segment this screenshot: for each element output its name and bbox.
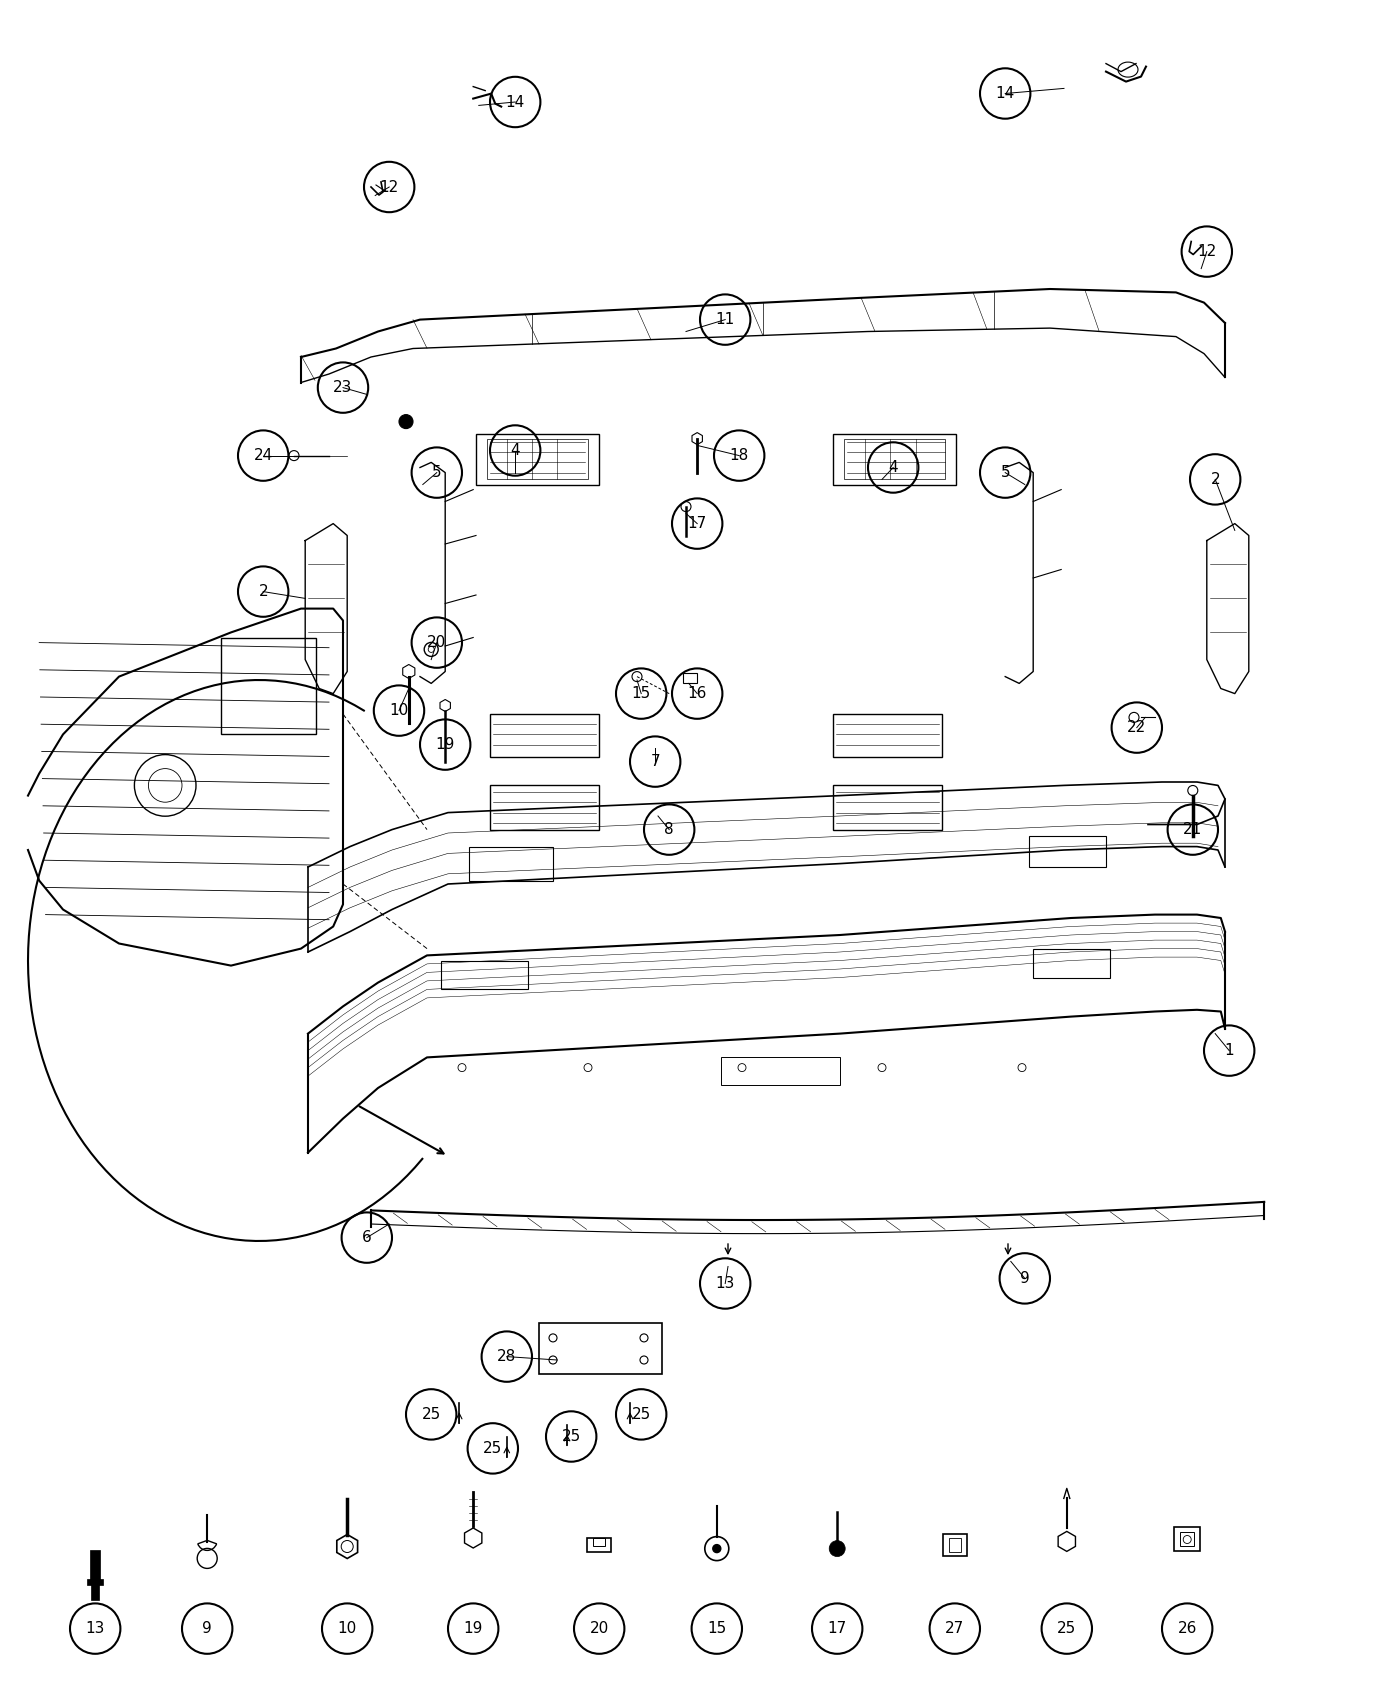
Text: 25: 25 <box>1057 1622 1077 1635</box>
Text: 25: 25 <box>421 1408 441 1421</box>
Text: 19: 19 <box>463 1622 483 1635</box>
Text: 20: 20 <box>589 1622 609 1635</box>
Bar <box>487 439 588 479</box>
Bar <box>942 1533 967 1556</box>
Circle shape <box>829 1540 846 1557</box>
Bar <box>683 673 697 683</box>
Bar <box>90 1550 101 1581</box>
Text: 4: 4 <box>511 444 519 457</box>
Bar <box>469 847 553 881</box>
Bar <box>1175 1527 1200 1550</box>
Text: 23: 23 <box>333 381 353 394</box>
Bar <box>833 785 942 830</box>
Text: 7: 7 <box>651 755 659 768</box>
Text: 25: 25 <box>483 1442 503 1455</box>
Text: 5: 5 <box>1001 466 1009 479</box>
Bar <box>476 434 599 484</box>
Bar <box>221 638 316 734</box>
Text: 13: 13 <box>715 1277 735 1290</box>
Bar <box>844 439 945 479</box>
Text: 21: 21 <box>1183 823 1203 836</box>
Text: 19: 19 <box>435 738 455 751</box>
Text: 22: 22 <box>1127 721 1147 734</box>
Text: 10: 10 <box>337 1622 357 1635</box>
Text: 12: 12 <box>1197 245 1217 258</box>
Text: 5: 5 <box>433 466 441 479</box>
Text: 20: 20 <box>427 636 447 649</box>
Text: 14: 14 <box>995 87 1015 100</box>
Bar <box>490 785 599 830</box>
Bar <box>833 714 942 756</box>
Text: 28: 28 <box>497 1350 517 1363</box>
Text: 14: 14 <box>505 95 525 109</box>
Text: 16: 16 <box>687 687 707 700</box>
Text: 18: 18 <box>729 449 749 462</box>
Text: 25: 25 <box>631 1408 651 1421</box>
Text: 12: 12 <box>379 180 399 194</box>
Bar <box>587 1537 612 1552</box>
Circle shape <box>713 1545 721 1552</box>
Bar <box>594 1537 605 1545</box>
Text: 15: 15 <box>631 687 651 700</box>
Bar <box>91 1584 99 1600</box>
Text: 13: 13 <box>85 1622 105 1635</box>
Text: 8: 8 <box>665 823 673 836</box>
Text: 27: 27 <box>945 1622 965 1635</box>
Bar <box>1033 949 1110 978</box>
Text: 10: 10 <box>389 704 409 717</box>
Text: 2: 2 <box>1211 473 1219 486</box>
Text: 9: 9 <box>203 1622 211 1635</box>
Text: 24: 24 <box>253 449 273 462</box>
Text: 15: 15 <box>707 1622 727 1635</box>
Bar <box>949 1537 960 1552</box>
Circle shape <box>399 415 413 428</box>
Text: 9: 9 <box>1021 1272 1029 1285</box>
Bar <box>490 714 599 756</box>
Text: 17: 17 <box>827 1622 847 1635</box>
Text: 1: 1 <box>1225 1044 1233 1057</box>
Text: 17: 17 <box>687 517 707 530</box>
Bar <box>1180 1532 1194 1545</box>
Text: 2: 2 <box>259 585 267 598</box>
Text: 6: 6 <box>363 1231 371 1244</box>
Bar <box>833 434 956 484</box>
Bar <box>441 960 528 989</box>
Bar <box>87 1579 104 1586</box>
Text: 11: 11 <box>715 313 735 326</box>
Bar <box>721 1057 840 1085</box>
Text: 25: 25 <box>561 1430 581 1443</box>
Bar <box>1029 836 1106 867</box>
Text: 26: 26 <box>1177 1622 1197 1635</box>
Text: 4: 4 <box>889 461 897 474</box>
Bar <box>539 1323 662 1374</box>
